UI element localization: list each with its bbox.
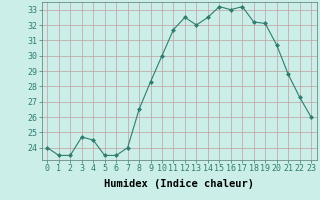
X-axis label: Humidex (Indice chaleur): Humidex (Indice chaleur): [104, 179, 254, 189]
